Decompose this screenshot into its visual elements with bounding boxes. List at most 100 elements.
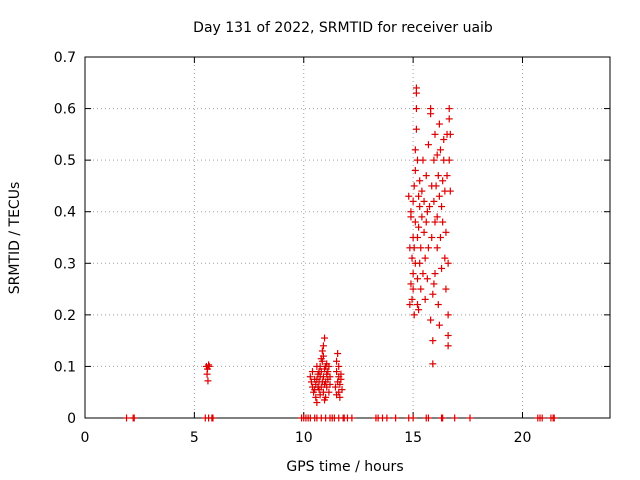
data-point bbox=[427, 110, 435, 118]
data-point bbox=[406, 301, 414, 309]
data-point bbox=[323, 360, 331, 368]
y-tick-label: 0.1 bbox=[54, 359, 76, 375]
data-point bbox=[203, 370, 211, 378]
data-point bbox=[412, 105, 420, 113]
data-point bbox=[431, 218, 439, 226]
data-point bbox=[421, 254, 429, 262]
data-point bbox=[333, 368, 341, 376]
data-point bbox=[435, 120, 443, 128]
data-point bbox=[426, 203, 434, 211]
data-point bbox=[435, 321, 443, 329]
data-point bbox=[434, 172, 442, 180]
data-point bbox=[429, 360, 437, 368]
data-point bbox=[409, 197, 417, 205]
data-point bbox=[422, 172, 430, 180]
data-point bbox=[333, 391, 341, 399]
data-point bbox=[414, 234, 421, 241]
data-point bbox=[405, 192, 413, 200]
data-point bbox=[424, 141, 432, 149]
data-point bbox=[411, 146, 419, 154]
data-point bbox=[417, 285, 425, 293]
data-point bbox=[412, 125, 420, 133]
data-point bbox=[334, 350, 342, 358]
data-point bbox=[424, 244, 432, 252]
data-point bbox=[337, 375, 345, 383]
data-point bbox=[415, 192, 423, 200]
data-point bbox=[408, 295, 416, 303]
data-point bbox=[445, 115, 453, 123]
data-point bbox=[445, 156, 453, 164]
y-tick-label: 0.4 bbox=[54, 205, 76, 221]
data-point bbox=[442, 228, 450, 236]
data-point bbox=[429, 337, 437, 345]
data-point bbox=[408, 254, 416, 262]
y-tick-label: 0.7 bbox=[54, 50, 76, 66]
data-point bbox=[438, 264, 446, 272]
data-point bbox=[325, 388, 333, 396]
x-tick-label: 5 bbox=[190, 430, 199, 446]
y-tick-label: 0 bbox=[67, 411, 76, 427]
data-point bbox=[422, 218, 430, 226]
data-point bbox=[416, 177, 424, 185]
data-point bbox=[418, 187, 426, 195]
data-point bbox=[410, 182, 418, 190]
data-point bbox=[336, 380, 344, 388]
data-point bbox=[443, 172, 451, 180]
data-point bbox=[130, 414, 138, 422]
data-point bbox=[414, 301, 421, 309]
x-tick-label: 0 bbox=[81, 430, 90, 446]
data-point bbox=[319, 342, 327, 350]
data-point bbox=[348, 414, 356, 422]
data-point bbox=[312, 393, 320, 401]
y-tick-label: 0.2 bbox=[54, 308, 76, 324]
data-point bbox=[430, 156, 438, 164]
data-point bbox=[444, 259, 452, 267]
data-point bbox=[419, 270, 427, 278]
data-point bbox=[436, 234, 444, 241]
data-point bbox=[411, 166, 419, 174]
data-point bbox=[410, 244, 418, 252]
data-point bbox=[416, 259, 424, 267]
data-point bbox=[432, 182, 440, 190]
y-tick-label: 0.3 bbox=[54, 256, 76, 272]
data-point bbox=[423, 208, 431, 216]
x-tick-label: 20 bbox=[514, 430, 532, 446]
data-point bbox=[123, 414, 131, 422]
y-axis-label: SRMTID / TECUs bbox=[7, 182, 23, 295]
data-point bbox=[415, 306, 423, 314]
data-point bbox=[412, 89, 420, 97]
data-point bbox=[430, 197, 438, 205]
data-point bbox=[409, 414, 417, 422]
data-point bbox=[439, 414, 447, 422]
data-point bbox=[324, 368, 332, 376]
data-point bbox=[331, 383, 339, 391]
data-point bbox=[433, 151, 441, 159]
data-point bbox=[439, 218, 447, 226]
data-point bbox=[414, 275, 421, 283]
data-point bbox=[436, 146, 444, 154]
data-point bbox=[431, 270, 439, 278]
data-point bbox=[433, 244, 441, 252]
data-point bbox=[311, 386, 319, 394]
data-point bbox=[411, 218, 419, 226]
data-point bbox=[318, 347, 326, 355]
data-point bbox=[550, 414, 558, 422]
data-point bbox=[441, 254, 449, 262]
data-point bbox=[315, 368, 323, 376]
data-point bbox=[392, 414, 400, 422]
y-tick-label: 0.5 bbox=[54, 153, 76, 169]
data-point bbox=[205, 362, 213, 370]
data-point bbox=[427, 316, 435, 324]
x-tick-label: 15 bbox=[404, 430, 422, 446]
data-point bbox=[434, 301, 442, 309]
x-axis-label: GPS time / hours bbox=[286, 459, 403, 475]
data-point bbox=[209, 414, 217, 422]
data-point bbox=[335, 362, 343, 370]
data-point bbox=[338, 386, 346, 394]
data-point bbox=[409, 270, 417, 278]
data-point bbox=[435, 192, 443, 200]
x-tick-label: 10 bbox=[295, 430, 313, 446]
data-point bbox=[446, 130, 454, 138]
data-point bbox=[438, 203, 446, 211]
